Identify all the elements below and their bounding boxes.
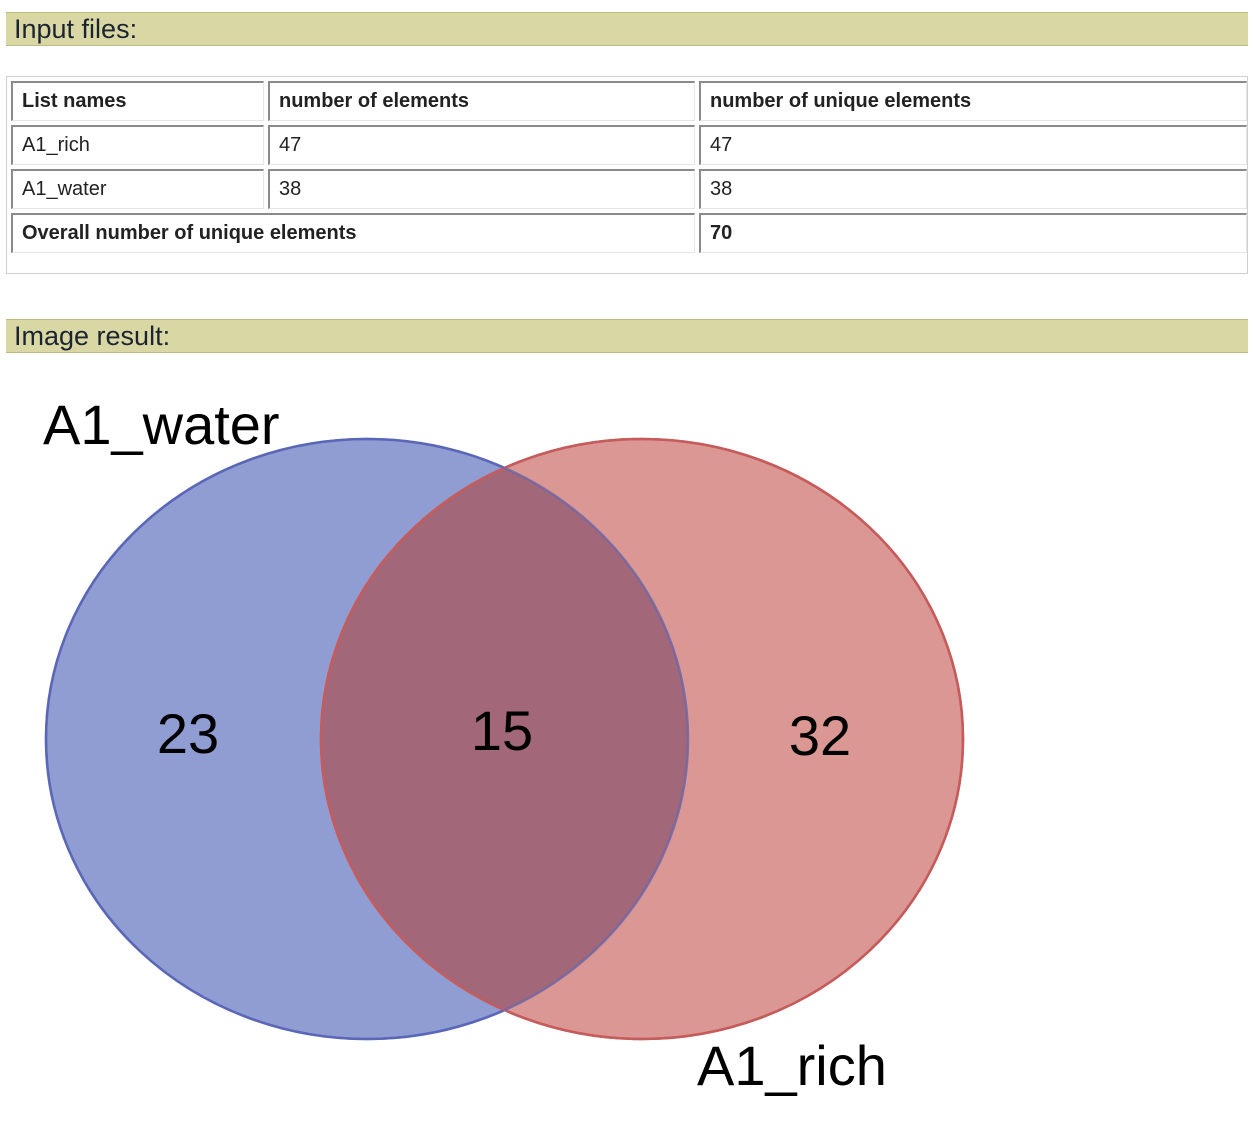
- set-label-a1-water: A1_water: [43, 393, 280, 456]
- list-name-cell: A1_water: [11, 169, 264, 209]
- region-count-a1-water-only: 23: [157, 702, 219, 765]
- input-files-table: List names number of elements number of …: [7, 77, 1251, 257]
- overall-unique-label: Overall number of unique elements: [11, 213, 695, 253]
- region-count-a1-rich-only: 32: [789, 704, 851, 767]
- set-label-a1-rich: A1_rich: [697, 1034, 887, 1097]
- set-edge-a1-rich: [319, 437, 965, 1041]
- number-of-unique-elements-cell: 47: [699, 125, 1247, 165]
- input-files-header: Input files:: [6, 12, 1248, 46]
- image-result-header: Image result:: [6, 319, 1248, 353]
- set-edge-a1-water: [44, 437, 690, 1041]
- column-header-number-of-unique-elements: number of unique elements: [699, 81, 1247, 121]
- number-of-unique-elements-cell: 38: [699, 169, 1247, 209]
- list-name-cell: A1_rich: [11, 125, 264, 165]
- set-intersection: [321, 439, 688, 1039]
- input-files-table-container: List names number of elements number of …: [6, 76, 1248, 274]
- column-header-list-names: List names: [11, 81, 264, 121]
- column-header-number-of-elements: number of elements: [268, 81, 695, 121]
- overall-unique-value: 70: [699, 213, 1247, 253]
- region-count-intersection: 15: [471, 699, 533, 762]
- venn-diagram: A1_water A1_rich 23 15 32: [43, 393, 965, 1097]
- number-of-elements-cell: 47: [268, 125, 695, 165]
- number-of-elements-cell: 38: [268, 169, 695, 209]
- table-header-row: List names number of elements number of …: [11, 81, 1247, 121]
- table-row: A1_rich 47 47: [11, 125, 1247, 165]
- table-row: A1_water 38 38: [11, 169, 1247, 209]
- table-summary-row: Overall number of unique elements 70: [11, 213, 1247, 253]
